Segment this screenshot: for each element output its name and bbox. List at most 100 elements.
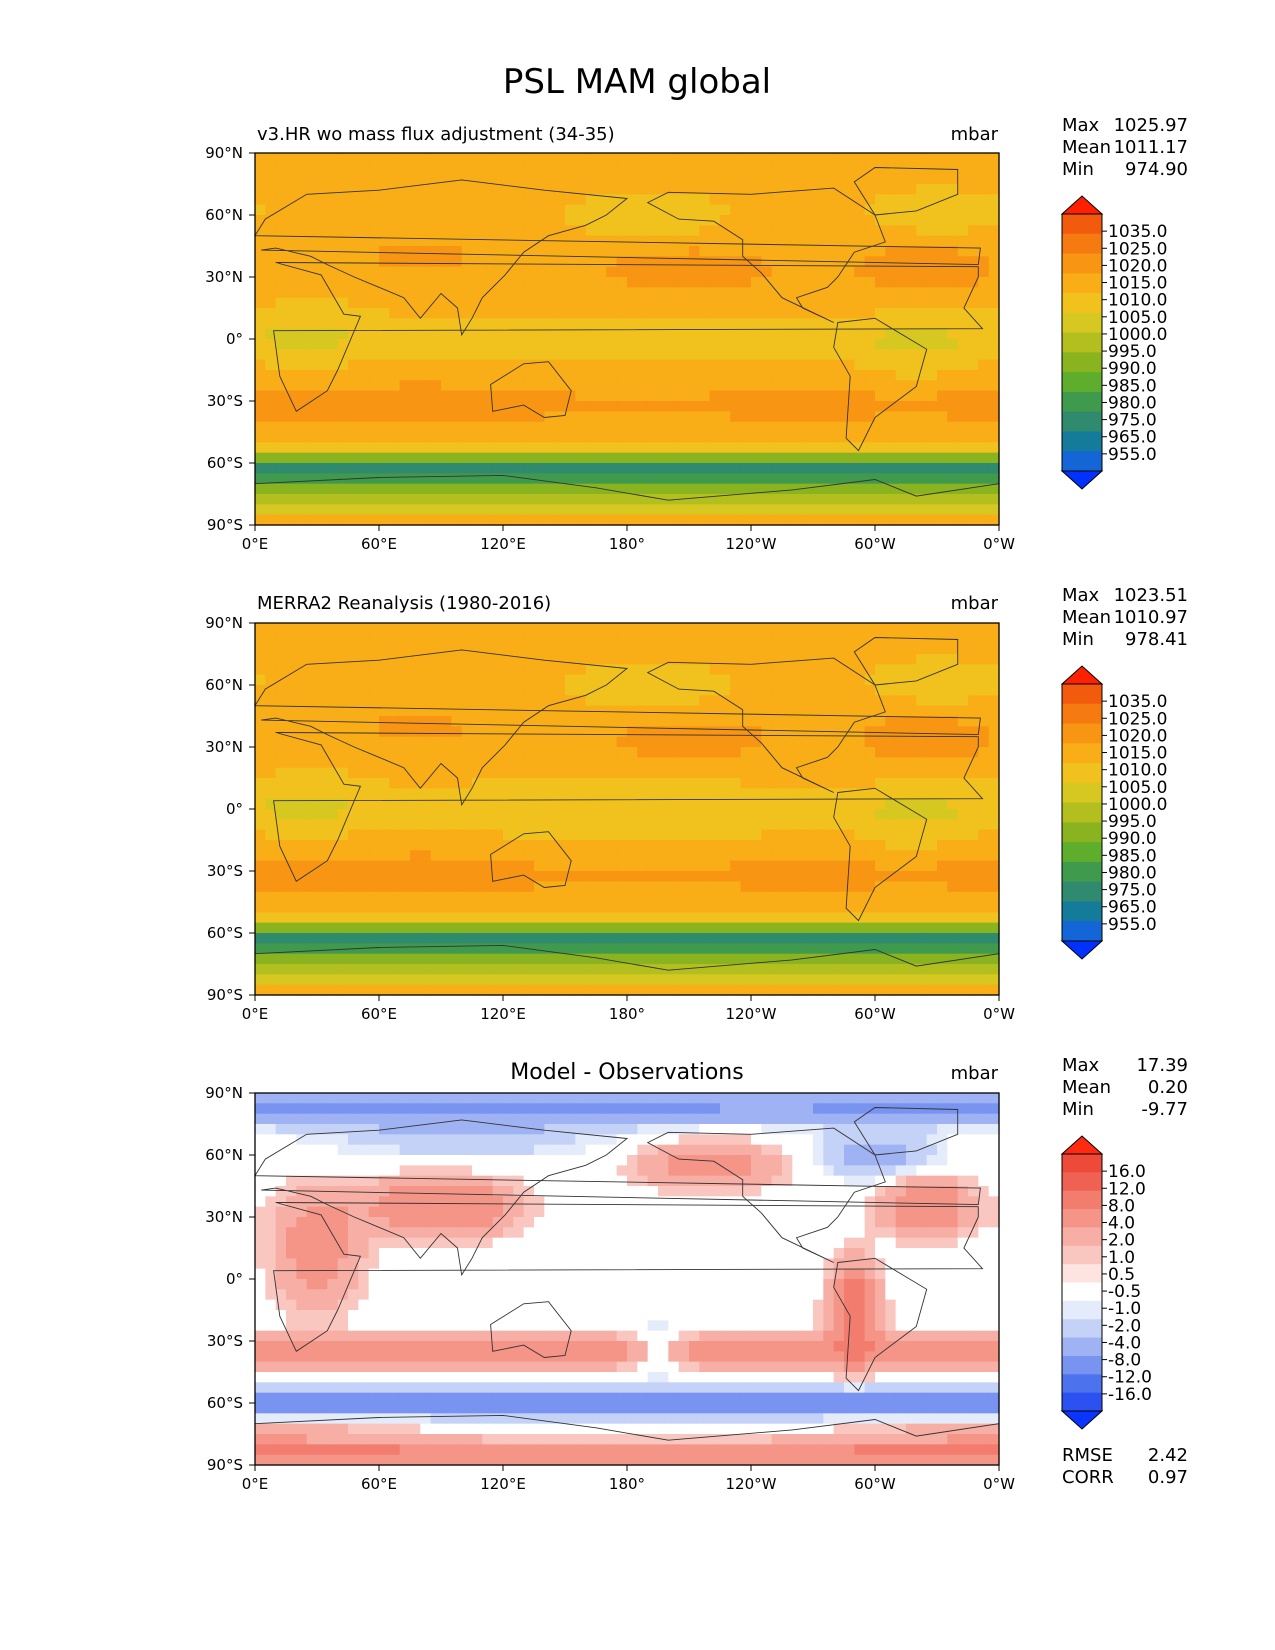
field-cell [699, 778, 711, 789]
field-cell [368, 850, 380, 862]
field-cell [492, 339, 504, 350]
field-cell [854, 778, 866, 789]
field-cell [616, 643, 628, 655]
field-cell [585, 664, 597, 676]
field-cell [627, 370, 638, 381]
field-cell [957, 504, 969, 516]
field-cell [420, 442, 432, 454]
field-cell [668, 235, 680, 247]
field-cell [802, 726, 814, 738]
field-cell [389, 943, 401, 955]
field-cell [916, 674, 928, 686]
field-cell [358, 390, 370, 402]
field-cell [699, 922, 711, 934]
field-cell [854, 716, 866, 727]
field-cell [854, 380, 866, 392]
field-cell [968, 778, 979, 789]
field-cell [730, 695, 742, 707]
field-cell [647, 819, 659, 831]
field-cell [802, 633, 814, 645]
field-cell [265, 297, 277, 309]
field-cell [523, 483, 535, 495]
field-cell [988, 380, 1000, 392]
field-cell [699, 173, 711, 185]
field-cell [885, 339, 897, 350]
field-cell [988, 933, 1000, 944]
field-cell [503, 473, 514, 485]
field-cell [420, 757, 432, 769]
field-cell [337, 881, 349, 893]
field-cell [947, 504, 959, 516]
field-cell [544, 840, 556, 851]
field-cell [658, 674, 669, 686]
field-cell [771, 674, 783, 686]
field-cell [771, 235, 783, 247]
field-cell [523, 829, 535, 841]
field-cell [916, 463, 928, 474]
field-cell [668, 318, 680, 330]
field-cell [441, 881, 452, 893]
field-cell [399, 767, 411, 779]
field-cell [451, 483, 463, 495]
field-cell [740, 204, 752, 216]
field-cell [451, 623, 463, 634]
field-cell [678, 674, 690, 686]
field-cell [968, 370, 979, 381]
field-cell [844, 798, 855, 810]
field-cell [823, 829, 835, 841]
field-cell [420, 871, 432, 882]
field-cell [389, 664, 401, 676]
field-cell [306, 328, 318, 340]
field-cell [947, 153, 959, 164]
field-cell [296, 463, 308, 474]
field-cell [482, 871, 494, 882]
field-cell [306, 654, 318, 665]
field-cell [658, 943, 669, 955]
field-cell [875, 504, 886, 516]
field-cell [937, 401, 948, 412]
field-cell [792, 695, 804, 707]
field-cell [275, 633, 287, 645]
field-cell [957, 633, 969, 645]
field-cell [709, 902, 721, 913]
field-cell [844, 359, 855, 371]
field-cell [368, 318, 380, 330]
field-cell [379, 943, 390, 955]
field-cell [854, 747, 866, 758]
field-cell [596, 318, 607, 330]
field-cell [606, 483, 618, 495]
field-cell [802, 654, 814, 665]
field-cell [368, 664, 380, 676]
field-cell [875, 473, 886, 485]
field-cell [689, 623, 700, 634]
field-cell [968, 871, 979, 882]
field-cell [782, 494, 793, 505]
field-cell [503, 747, 514, 758]
field-cell [740, 850, 752, 862]
field-cell [410, 452, 421, 464]
field-cell [286, 194, 297, 206]
field-cell [720, 266, 731, 278]
field-cell [740, 225, 752, 237]
field-cell [875, 204, 886, 216]
field-cell [534, 380, 545, 392]
field-cell [348, 349, 359, 361]
field-cell [379, 850, 390, 862]
field-cell [885, 736, 897, 748]
field-cell [730, 421, 742, 433]
field-cell [647, 390, 659, 402]
field-cell [534, 633, 545, 645]
field-cell [265, 778, 277, 789]
field-cell [895, 726, 907, 738]
field-cell [575, 421, 587, 433]
field-cell [957, 266, 969, 278]
field-cell [472, 473, 483, 485]
field-cell [379, 912, 390, 924]
field-cell [575, 432, 587, 443]
field-cell [720, 514, 731, 526]
field-cell [544, 736, 556, 748]
field-cell [389, 798, 401, 810]
field-cell [957, 235, 969, 247]
field-cell [513, 726, 525, 738]
field-cell [937, 654, 948, 665]
